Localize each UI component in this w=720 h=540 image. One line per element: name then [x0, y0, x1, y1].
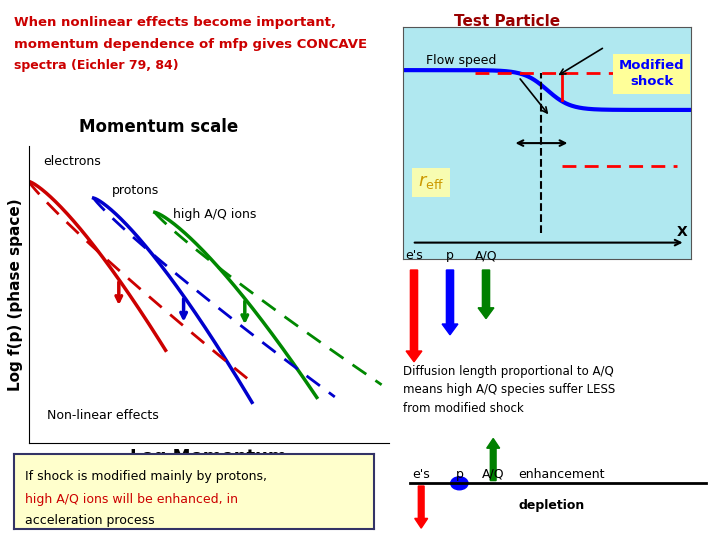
Text: A/Q: A/Q	[482, 468, 505, 481]
Y-axis label: Log f(p) (phase space): Log f(p) (phase space)	[8, 198, 23, 390]
Text: p: p	[446, 249, 454, 262]
Text: Test Particle: Test Particle	[454, 14, 559, 29]
Text: e's: e's	[413, 468, 430, 481]
Text: Modified
shock: Modified shock	[618, 59, 685, 89]
Text: enhancement: enhancement	[518, 468, 605, 481]
Text: protons: protons	[112, 185, 159, 198]
Text: Momentum scale: Momentum scale	[79, 118, 238, 136]
Text: $r_\mathrm{eff}$: $r_\mathrm{eff}$	[418, 173, 444, 191]
Text: Diffusion length proportional to A/Q: Diffusion length proportional to A/Q	[403, 364, 614, 377]
Text: momentum dependence of mfp gives CONCAVE: momentum dependence of mfp gives CONCAVE	[14, 38, 367, 51]
Text: Flow speed: Flow speed	[426, 53, 497, 66]
Text: A/Q: A/Q	[474, 249, 498, 262]
Text: When nonlinear effects become important,: When nonlinear effects become important,	[14, 16, 336, 29]
Text: means high A/Q species suffer LESS: means high A/Q species suffer LESS	[403, 383, 616, 396]
Text: p: p	[456, 468, 463, 481]
Text: electrons: electrons	[43, 155, 101, 168]
X-axis label: Log Momentum: Log Momentum	[130, 448, 287, 467]
Text: X: X	[677, 225, 688, 239]
Text: from modified shock: from modified shock	[403, 402, 524, 415]
Text: e's: e's	[405, 249, 423, 262]
Text: acceleration process: acceleration process	[25, 514, 155, 527]
Text: If shock is modified mainly by protons,: If shock is modified mainly by protons,	[25, 470, 267, 483]
Text: high A/Q ions: high A/Q ions	[173, 208, 256, 221]
Text: spectra (Eichler 79, 84): spectra (Eichler 79, 84)	[14, 59, 179, 72]
Text: Non-linear effects: Non-linear effects	[47, 409, 158, 422]
Text: depletion: depletion	[518, 500, 585, 512]
Text: high A/Q ions will be enhanced, in: high A/Q ions will be enhanced, in	[25, 493, 238, 506]
